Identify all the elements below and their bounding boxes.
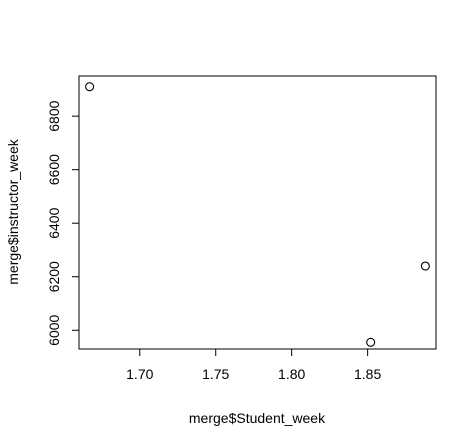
y-tick-label: 6400 (46, 207, 62, 238)
data-point (85, 82, 95, 92)
y-tick-label: 6800 (46, 100, 62, 131)
x-axis-title: merge$Student_week (189, 410, 326, 426)
data-points (85, 82, 430, 347)
data-point (366, 337, 376, 347)
y-tick-label: 6000 (46, 314, 62, 345)
y-axis-title: merge$instructor_week (5, 138, 21, 285)
x-tick-label: 1.85 (354, 366, 381, 382)
x-tick-label: 1.70 (126, 366, 153, 382)
x-axis: 1.70 1.75 1.80 1.85 (126, 348, 381, 382)
data-point (420, 261, 430, 271)
x-tick-label: 1.75 (202, 366, 229, 382)
plot-box (78, 75, 437, 350)
y-axis: 6000 6200 6400 6600 6800 (46, 100, 80, 346)
y-tick-label: 6600 (46, 154, 62, 185)
y-tick-label: 6200 (46, 261, 62, 292)
x-tick-label: 1.80 (278, 366, 305, 382)
